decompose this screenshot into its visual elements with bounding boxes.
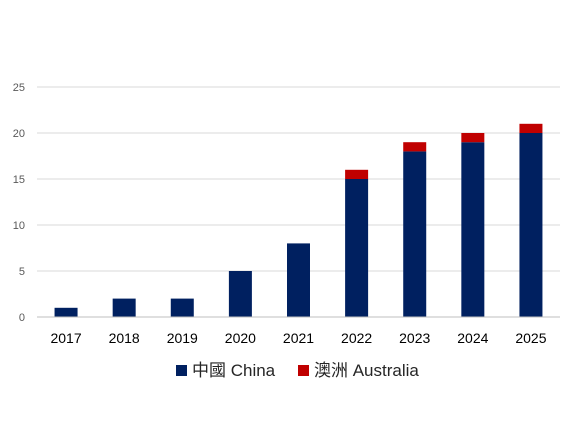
x-tick-label: 2022	[341, 330, 372, 346]
bar-china-2017	[54, 307, 78, 317]
y-tick-label: 10	[13, 220, 25, 232]
legend-label-australia: 澳洲 Australia	[314, 361, 419, 380]
bar-australia-2024	[461, 133, 485, 143]
bar-china-2022	[345, 179, 369, 317]
bar-china-2024	[461, 142, 485, 317]
x-tick-label: 2018	[109, 330, 140, 346]
bar-china-2020	[228, 271, 252, 317]
y-tick-label: 20	[13, 128, 25, 140]
y-tick-label: 5	[19, 266, 25, 278]
legend-swatch-australia	[298, 365, 309, 376]
x-tick-label: 2025	[515, 330, 546, 346]
y-tick-label: 25	[13, 82, 25, 94]
legend-swatch-china	[176, 365, 187, 376]
y-tick-label: 15	[13, 174, 25, 186]
bars	[54, 123, 543, 317]
bar-china-2023	[403, 151, 427, 317]
legend: 中國 China 澳洲 Australia	[176, 361, 419, 380]
x-tick-label: 2019	[167, 330, 198, 346]
legend-label-china: 中國 China	[192, 361, 276, 380]
y-tick-label: 0	[19, 312, 25, 324]
x-tick-label: 2020	[225, 330, 256, 346]
x-tick-label: 2017	[50, 330, 81, 346]
bar-australia-2022	[345, 169, 369, 179]
bar-china-2019	[170, 298, 194, 317]
y-axis-ticks: 0 5 10 15 20 25	[13, 82, 25, 324]
bar-australia-2025	[519, 123, 543, 133]
x-axis-ticks: 2017 2018 2019 2020 2021 2022 2023 2024 2025	[50, 330, 546, 346]
x-tick-label: 2023	[399, 330, 430, 346]
bar-australia-2023	[403, 142, 427, 152]
bar-china-2021	[287, 243, 310, 317]
x-tick-label: 2021	[283, 330, 314, 346]
x-tick-label: 2024	[457, 330, 488, 346]
bar-china-2018	[112, 298, 136, 317]
bar-china-2025	[519, 133, 543, 317]
